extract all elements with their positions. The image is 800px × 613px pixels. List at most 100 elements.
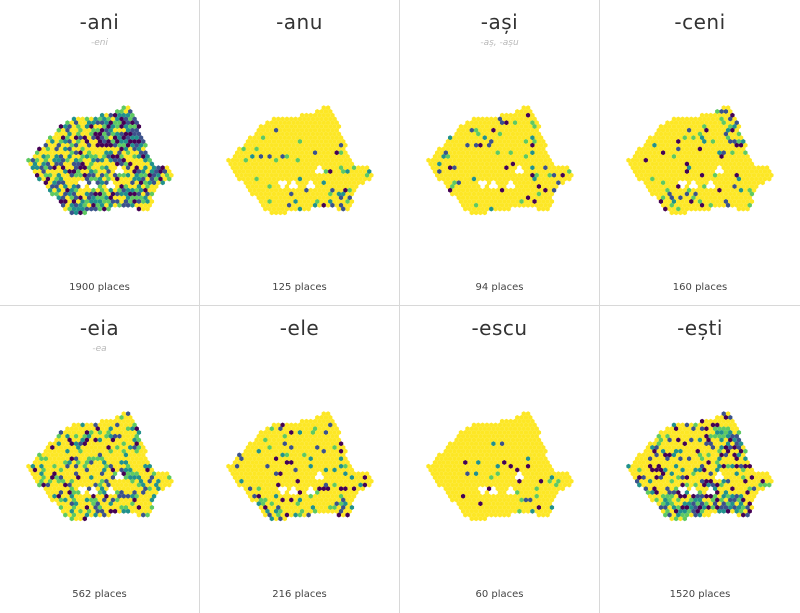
hex-cell [265,456,270,462]
hex-cell [354,475,359,480]
hex-cell [141,206,146,212]
hex-cell [689,460,694,465]
hex-cell [512,172,518,178]
hex-cell [499,150,505,156]
hex-cell [321,456,326,462]
hex-cell [243,157,248,163]
hex-cell [115,124,120,129]
hex-cell [297,482,303,488]
hex-cell [306,191,311,197]
hex-cell [652,180,657,186]
hex-cell [719,460,724,465]
hex-cell [645,482,651,488]
hex-cell [93,124,98,129]
hex-cell [267,505,272,510]
hex-cell [65,165,70,171]
hex-cell [543,142,548,148]
hex-cell [295,187,300,193]
hex-cell [515,146,520,152]
hex-cell [641,176,646,182]
hex-cell [660,180,666,186]
hex-cell [495,157,500,163]
hex-cell [271,154,277,159]
hex-cell [121,195,126,201]
hex-cell [567,176,572,182]
hex-cell [510,460,516,465]
hex-cell [499,441,505,447]
hex-cell [63,199,68,204]
hex-cell [521,157,526,163]
hex-cell [362,475,368,480]
hex-cell [230,463,235,469]
hex-cell [97,475,103,480]
hex-cell [497,505,503,510]
hex-cell [456,142,461,148]
hex-cell [32,169,38,174]
hex-cell [54,191,59,197]
hex-cell [695,150,700,156]
hex-cell [280,184,285,189]
hex-cell [239,150,244,156]
hex-cell [254,475,259,480]
hex-cell [323,146,329,152]
hex-cell [517,157,522,163]
hex-cell [480,452,485,458]
hex-cell [119,184,124,189]
hex-cell [712,508,718,514]
hex-cell [84,437,90,443]
hex-cell [115,191,120,197]
hex-cell [115,415,120,420]
hex-cell [502,512,507,518]
hex-cell [319,124,324,129]
hex-cell [104,471,109,477]
hex-cell [536,131,542,137]
hex-cell [502,437,507,443]
hex-cell [30,157,35,163]
hex-cell [715,161,720,167]
hex-cell [325,433,331,439]
hex-cell [341,445,346,450]
hex-cell [536,199,542,204]
hex-cell [58,437,64,443]
hex-cell [708,172,713,178]
hex-cell [136,505,142,510]
hex-cell [521,426,526,432]
hex-cell [102,191,107,197]
hex-cell [637,475,642,480]
hex-cell [749,191,755,197]
hex-cell [704,418,709,424]
hex-cell [269,157,274,163]
hex-cell [528,460,533,465]
hex-cell [119,460,124,465]
hex-cell [82,471,87,477]
hex-cell [89,482,94,488]
hex-cell [39,172,44,178]
hex-cell [82,486,87,492]
hex-cell [56,486,61,492]
hex-cell [69,120,74,126]
hex-cell [80,184,85,189]
hex-cell [97,206,103,212]
hex-cell [519,124,524,129]
hex-cell [302,490,307,495]
hex-cell [673,441,679,447]
hex-cell [69,426,74,432]
hex-cell [478,120,483,126]
hex-cell [254,467,259,473]
hex-cell [452,165,457,171]
hex-cell [732,184,737,189]
hex-cell [84,452,90,458]
hex-cell [347,157,352,163]
hex-cell [317,172,322,178]
hex-cell [734,127,739,133]
hex-cell [125,471,131,477]
hex-cell [473,501,479,507]
panel-count: 60 places [475,589,524,600]
hex-cell [706,176,711,182]
hex-cell [439,478,444,484]
hex-cell [538,471,544,477]
hex-cell [130,142,135,148]
hex-cell [658,490,664,495]
hex-cell [560,165,565,171]
hex-cell [480,146,485,152]
